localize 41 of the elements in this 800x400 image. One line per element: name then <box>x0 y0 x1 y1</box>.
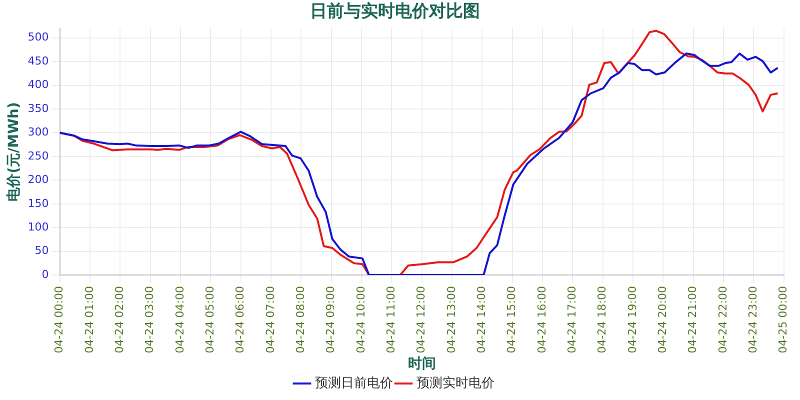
x-tick-label: 04-24 18:00 <box>596 286 609 354</box>
y-tick-label: 150 <box>28 196 49 210</box>
x-tick-label: 04-24 23:00 <box>746 286 760 354</box>
x-tick-label: 04-24 13:00 <box>444 286 458 354</box>
x-tick-label: 04-24 19:00 <box>626 286 639 354</box>
x-tick-label: 04-24 04:00 <box>173 286 186 354</box>
y-tick-label: 200 <box>28 173 49 186</box>
x-tick-label: 04-24 02:00 <box>112 286 126 354</box>
legend-label: 预测实时电价 <box>416 376 494 391</box>
y-tick-label: 450 <box>28 54 49 68</box>
y-axis-title: 电价(元/MWh) <box>6 102 22 202</box>
x-tick-label: 04-24 11:00 <box>384 286 398 354</box>
x-tick-label: 04-24 21:00 <box>686 286 700 354</box>
y-tick-label: 300 <box>28 126 49 139</box>
x-tick-label: 04-24 05:00 <box>203 286 216 354</box>
y-tick-label: 100 <box>28 220 49 234</box>
x-tick-label: 04-24 20:00 <box>656 286 669 354</box>
x-tick-label: 04-24 07:00 <box>264 286 277 354</box>
chart-title: 日前与实时电价对比图 <box>310 2 480 22</box>
y-tick-label: 250 <box>28 149 49 162</box>
x-tick-label: 04-24 06:00 <box>234 286 247 354</box>
x-tick-label: 04-24 22:00 <box>716 286 730 354</box>
x-tick-label: 04-24 09:00 <box>324 286 338 354</box>
y-tick-label: 400 <box>28 78 49 92</box>
y-tick-label: 350 <box>28 102 49 115</box>
x-tick-label: 04-24 16:00 <box>535 286 548 354</box>
x-axis-title: 时间 <box>408 356 436 372</box>
x-tick-label: 04-24 17:00 <box>565 286 578 354</box>
y-tick-label: 0 <box>42 268 49 281</box>
x-tick-label: 04-24 12:00 <box>414 286 428 354</box>
x-tick-label: 04-24 00:00 <box>52 286 66 354</box>
x-tick-label: 04-24 10:00 <box>354 286 368 354</box>
legend-label: 预测日前电价 <box>315 376 393 391</box>
x-tick-label: 04-24 15:00 <box>505 286 518 354</box>
x-tick-label: 04-24 08:00 <box>294 286 307 354</box>
x-tick-label: 04-24 14:00 <box>474 286 488 354</box>
y-tick-label: 50 <box>34 244 49 258</box>
x-tick-label: 04-25 00:00 <box>776 286 790 354</box>
x-tick-label: 04-24 01:00 <box>82 286 96 354</box>
y-tick-label: 500 <box>28 30 49 44</box>
x-tick-label: 04-24 03:00 <box>143 286 156 354</box>
